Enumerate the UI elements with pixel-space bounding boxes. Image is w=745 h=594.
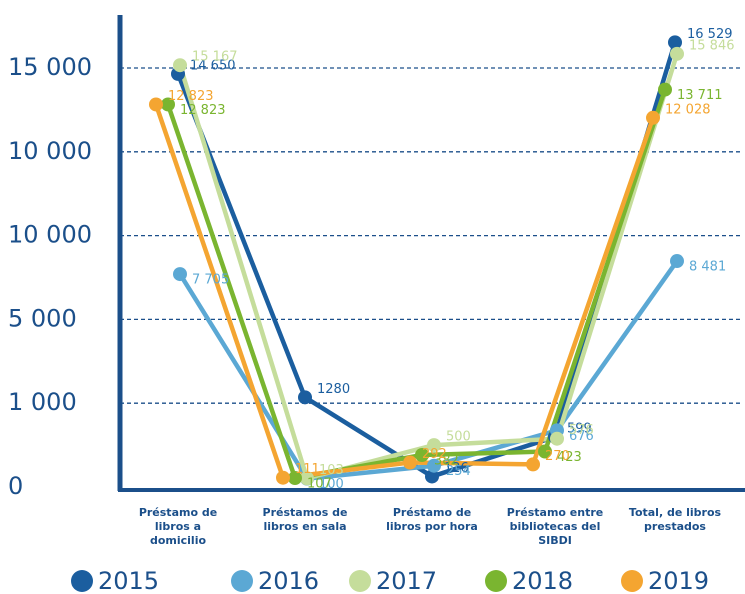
- value-label: 14 650: [190, 58, 236, 73]
- point: [173, 267, 187, 282]
- point: [646, 110, 660, 125]
- point: [538, 444, 552, 459]
- legend-label: 2018: [512, 567, 573, 594]
- point: [427, 438, 441, 453]
- legend-label: 2015: [98, 567, 159, 594]
- x-tick-label: Préstamo de libros a domicilio: [138, 506, 218, 547]
- value-label: 13 711: [677, 88, 723, 103]
- legend-swatch: [71, 570, 93, 592]
- value-label: 254: [446, 464, 471, 479]
- point: [403, 455, 417, 470]
- value-label: 7 705: [192, 273, 229, 288]
- value-label: 292: [422, 447, 447, 462]
- value-label: 8 481: [689, 260, 726, 275]
- point: [288, 471, 302, 486]
- value-label: 111: [295, 462, 320, 477]
- value-label: 676: [569, 429, 594, 444]
- value-label: 1280: [317, 382, 350, 397]
- point: [173, 58, 187, 73]
- value-label: 103: [319, 463, 344, 478]
- x-tick-label: Préstamo entre bibliotecas del SIBDI: [506, 506, 604, 547]
- x-tick-label-box: Préstamo de libros por hora: [386, 506, 478, 533]
- point: [425, 469, 439, 484]
- point: [668, 35, 682, 50]
- value-label: 382: [434, 453, 459, 468]
- value-label: 599: [567, 421, 592, 436]
- value-label: 126: [444, 461, 469, 476]
- legend-swatch: [621, 570, 643, 592]
- value-label: 100: [319, 477, 344, 492]
- value-label: 423: [557, 450, 582, 465]
- value-label: 500: [446, 430, 471, 445]
- legend-label: 2016: [258, 567, 319, 594]
- x-tick-label-box: Préstamo entre bibliotecas del SIBDI: [506, 506, 604, 547]
- y-tick-label: 10 000: [8, 137, 92, 165]
- point: [276, 470, 290, 485]
- point: [658, 82, 672, 97]
- value-label: 15 167: [192, 50, 238, 65]
- point: [427, 458, 441, 473]
- point: [298, 390, 312, 405]
- point: [300, 471, 314, 486]
- x-tick-label-box: Préstamo de libros a domicilio: [138, 506, 218, 547]
- value-label: 12 823: [168, 89, 214, 104]
- series-line: [175, 41, 678, 479]
- x-tick-label-box: Préstamos de libros en sala: [262, 506, 348, 533]
- x-tick-label: Préstamo de libros por hora: [386, 506, 478, 533]
- point: [550, 431, 564, 446]
- y-tick-label: 5 000: [8, 304, 77, 332]
- y-tick-label: 0: [8, 472, 23, 500]
- value-label: 576: [569, 423, 594, 438]
- series-line: [165, 88, 668, 481]
- legend-label: 2019: [648, 567, 709, 594]
- point: [149, 97, 163, 112]
- point: [415, 447, 429, 462]
- legend-swatch: [485, 570, 507, 592]
- x-tick-label: Total, de libros prestados: [628, 506, 722, 533]
- y-tick-label: 1 000: [8, 388, 77, 416]
- y-tick-label: 10 000: [8, 221, 92, 249]
- y-tick-label: 15 000: [8, 53, 92, 81]
- value-label: 16 529: [687, 27, 733, 42]
- point: [670, 46, 684, 61]
- value-label: 15 846: [689, 38, 735, 53]
- x-tick-label-box: Total, de libros prestados: [628, 506, 722, 533]
- x-tick-label: Préstamos de libros en sala: [262, 506, 348, 533]
- value-label: 270: [545, 449, 570, 464]
- legend-swatch: [231, 570, 253, 592]
- value-label: 107: [307, 477, 332, 492]
- value-label: 12 823: [180, 103, 226, 118]
- legend-swatch: [349, 570, 371, 592]
- value-label: 12 028: [665, 102, 711, 117]
- point: [526, 457, 540, 472]
- point: [670, 254, 684, 269]
- point: [161, 97, 175, 112]
- legend-label: 2017: [376, 567, 437, 594]
